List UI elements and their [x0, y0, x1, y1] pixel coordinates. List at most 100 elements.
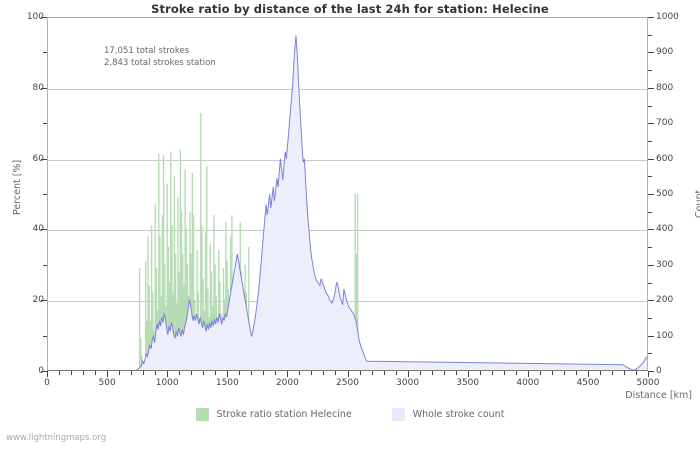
gridline	[48, 88, 647, 90]
gridline	[48, 159, 647, 161]
y-tick-major-right	[648, 335, 654, 337]
x-tick-minor	[335, 371, 337, 375]
x-tick-label: 500	[98, 378, 116, 388]
y-tick-major-right	[648, 264, 654, 266]
bar	[200, 113, 202, 370]
x-tick-minor	[311, 371, 313, 375]
x-tick-minor	[623, 371, 625, 375]
x-tick-minor	[179, 371, 181, 375]
bar	[213, 215, 215, 370]
y-tick-major-right	[648, 87, 654, 89]
page-title: Stroke ratio by distance of the last 24h…	[151, 2, 549, 16]
y-tick-minor-right	[648, 282, 652, 284]
x-tick-minor	[443, 371, 445, 375]
gridline	[48, 230, 647, 232]
x-tick-minor	[515, 371, 517, 375]
x-tick-label: 0	[44, 378, 50, 388]
x-tick-label: 5000	[636, 378, 660, 388]
bar	[184, 169, 186, 370]
y-tick-minor-right	[648, 211, 652, 213]
series-layer	[136, 35, 647, 370]
y-tick-label-right: 900	[656, 47, 674, 58]
x-tick-minor	[503, 371, 505, 375]
y-tick-label-right: 700	[656, 118, 674, 129]
y-tick-major-left	[41, 371, 47, 372]
x-tick-minor	[419, 371, 421, 375]
y-tick-label-left: 60	[32, 153, 44, 164]
x-tick-label: 1000	[155, 378, 179, 388]
y-tick-minor-right	[648, 176, 652, 178]
legend-item[interactable]: Stroke ratio station Helecine	[195, 408, 352, 421]
bar	[138, 267, 141, 370]
x-tick-label: 2500	[336, 378, 359, 388]
annotation-total-strokes: 17,051 total strokes	[104, 46, 190, 56]
x-tick-minor	[83, 371, 85, 375]
x-tick-label: 3500	[456, 378, 480, 388]
x-tick-major	[648, 371, 649, 377]
y-tick-minor-left	[43, 335, 47, 337]
bar	[168, 282, 171, 370]
x-tick-minor	[551, 371, 553, 375]
x-tick-minor	[575, 371, 577, 375]
bar	[174, 253, 177, 370]
y-tick-major-right	[648, 300, 654, 302]
x-tick-minor	[131, 371, 133, 375]
y-tick-minor-right	[648, 140, 652, 142]
y-axis-label-right: Count	[694, 189, 700, 218]
y-tick-label-left: 40	[32, 224, 44, 235]
bar	[204, 232, 207, 370]
y-axis-label-left: Percent [%]	[12, 159, 23, 215]
y-tick-label-right: 600	[656, 153, 674, 164]
x-tick-minor	[155, 371, 157, 375]
x-tick-minor	[431, 371, 433, 375]
x-tick-major	[227, 371, 229, 377]
bar	[147, 236, 149, 370]
y-tick-major-right	[648, 194, 654, 195]
legend-swatch	[391, 408, 405, 421]
bar	[159, 236, 161, 370]
x-tick-minor	[95, 371, 97, 375]
bar	[178, 271, 180, 370]
legend-item[interactable]: Whole stroke count	[391, 408, 504, 421]
x-tick-minor	[455, 371, 457, 375]
x-tick-label: 1500	[215, 378, 239, 388]
x-tick-minor	[143, 371, 145, 375]
y-tick-minor-right	[648, 105, 652, 107]
x-tick-minor	[71, 371, 73, 375]
y-tick-label-right: 100	[656, 330, 674, 341]
x-tick-minor	[119, 371, 121, 375]
bar	[210, 271, 213, 370]
y-tick-label-right: 800	[656, 82, 674, 93]
annotation-total-strokes-station: 2,843 total strokes station	[104, 58, 216, 68]
bar	[196, 250, 198, 370]
y-tick-label-right: 200	[656, 295, 674, 306]
x-tick-major	[287, 371, 289, 377]
x-tick-label: 4000	[516, 378, 540, 388]
bar	[173, 176, 176, 370]
bar	[214, 264, 216, 370]
bar	[206, 165, 208, 370]
bar	[247, 246, 250, 370]
bar	[152, 292, 154, 370]
bar	[183, 285, 185, 370]
x-tick-minor	[491, 371, 493, 375]
y-tick-label-right: 400	[656, 224, 674, 235]
x-tick-minor	[275, 371, 277, 375]
x-tick-minor	[371, 371, 373, 375]
bar	[170, 151, 172, 370]
y-tick-minor-left	[43, 194, 47, 195]
y-tick-major-left	[41, 229, 47, 231]
bar	[225, 222, 227, 370]
y-tick-major-right	[648, 17, 654, 18]
bar	[158, 153, 160, 370]
y-tick-major-right	[648, 371, 654, 372]
y-tick-label-right: 500	[656, 189, 674, 199]
bar	[179, 150, 182, 370]
x-tick-major	[107, 371, 109, 377]
x-tick-minor	[539, 371, 541, 375]
x-tick-minor	[323, 371, 325, 375]
y-tick-major-right	[648, 229, 654, 231]
bar	[355, 253, 358, 370]
bar	[177, 197, 179, 370]
